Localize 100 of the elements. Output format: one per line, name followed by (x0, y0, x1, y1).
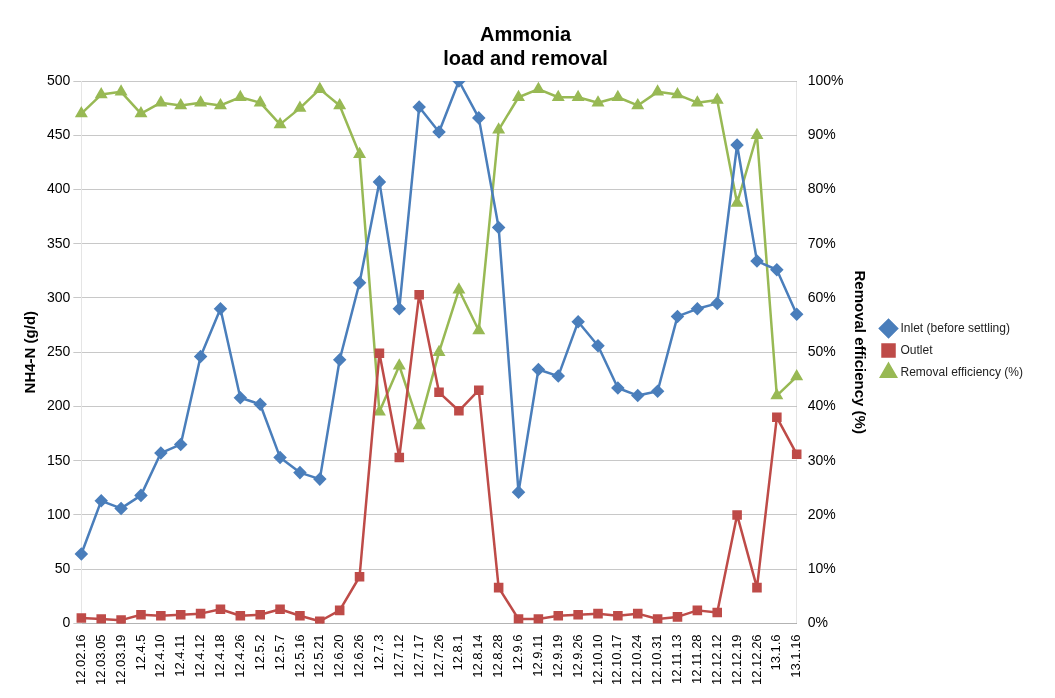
legend-label: Removal efficiency (%) (900, 364, 1023, 379)
point (632, 608, 643, 619)
x-tick-label: 12.7.12 (390, 634, 406, 678)
point (413, 419, 425, 430)
y2-tick-label: 100% (807, 71, 844, 88)
point (115, 85, 127, 96)
point (712, 607, 723, 618)
point (731, 196, 743, 207)
x-tick-label: 12.03.19 (112, 634, 128, 686)
x-tick-label: 13.1.16 (788, 634, 804, 678)
point (791, 370, 803, 381)
point (315, 616, 325, 624)
point (294, 101, 306, 112)
point (613, 611, 623, 621)
point (454, 405, 464, 416)
y2-tick-label: 60% (807, 288, 836, 305)
x-tick-label: 12.12.12 (708, 634, 724, 686)
y-tick-label: 100 (47, 505, 71, 522)
point (274, 118, 286, 129)
point (154, 446, 168, 460)
point (751, 128, 763, 139)
y-tick-label: 250 (47, 343, 71, 360)
point (472, 111, 486, 125)
point (313, 472, 327, 486)
y-tick-label: 300 (47, 288, 71, 305)
point (492, 221, 505, 234)
point (552, 369, 565, 383)
x-tick-label: 12.4.26 (231, 634, 247, 678)
point (75, 547, 88, 561)
point (175, 99, 187, 110)
x-tick-label: 12.6.26 (351, 634, 367, 678)
point (770, 263, 784, 276)
x-tick-label: 12.02.16 (72, 634, 88, 686)
point (393, 302, 406, 316)
point (772, 412, 782, 423)
y2-tick-label: 0% (807, 614, 828, 631)
y-axis-title: NH4-N (g/d) (21, 310, 39, 394)
y2-axis-title: Removal efficiency (%) (852, 270, 870, 434)
x-tick-label: 12.4.12 (192, 634, 208, 678)
x-tick-label: 12.7.26 (430, 634, 446, 678)
x-tick-label: 13.1.6 (768, 634, 784, 671)
point (134, 489, 148, 502)
y2-tick-label: 50% (807, 343, 836, 360)
x-tick-label: 12.10.10 (589, 634, 605, 686)
point (473, 324, 485, 335)
point (254, 96, 266, 107)
point (730, 138, 744, 152)
x-tick-label: 12.5.7 (271, 634, 287, 671)
point (95, 88, 107, 99)
point (136, 609, 146, 620)
point (691, 302, 704, 316)
point (94, 494, 108, 508)
point (710, 297, 724, 310)
point (571, 315, 585, 329)
y-tick-label: 200 (47, 397, 71, 414)
x-tick-label: 12.10.17 (609, 634, 625, 686)
point (354, 571, 365, 582)
x-tick-label: 12.9.26 (569, 634, 585, 678)
point (253, 398, 267, 411)
x-tick-label: 12.5.2 (251, 634, 267, 671)
x-tick-label: 12.4.10 (152, 634, 168, 678)
point (333, 353, 346, 367)
x-tick-label: 12.5.21 (311, 634, 327, 678)
y-tick-label: 500 (47, 71, 71, 88)
point (394, 452, 405, 463)
point (353, 147, 366, 158)
point (135, 107, 147, 118)
point (432, 125, 446, 139)
point (592, 96, 604, 107)
y-tick-label: 50 (54, 560, 71, 577)
point (373, 175, 386, 189)
point (652, 614, 663, 624)
point (174, 438, 187, 451)
point (235, 611, 246, 621)
x-tick-label: 12.6.20 (331, 634, 347, 678)
y2-tick-label: 90% (807, 126, 836, 143)
point (711, 93, 723, 104)
point (293, 466, 307, 479)
point (651, 385, 664, 398)
point (493, 123, 505, 134)
y-tick-label: 350 (47, 234, 71, 251)
x-tick-label: 12.03.05 (92, 634, 108, 686)
x-tick-label: 12.5.16 (291, 634, 307, 678)
point (632, 99, 644, 110)
point (553, 611, 564, 621)
point (533, 614, 544, 624)
y2-tick-label: 10% (807, 560, 836, 577)
point (790, 307, 803, 321)
x-tick-label: 12.11.13 (669, 634, 685, 685)
y2-tick-label: 70% (807, 234, 836, 251)
point (175, 609, 186, 620)
x-tick-label: 12.12.19 (728, 634, 744, 686)
x-tick-label: 12.8.28 (490, 634, 506, 678)
x-tick-label: 12.9.6 (510, 634, 526, 671)
point (672, 612, 683, 622)
legend-label: Outlet (900, 342, 934, 357)
legend-label: Inlet (before settling) (900, 320, 1010, 335)
point (96, 614, 107, 624)
x-tick-label: 12.4.5 (132, 634, 148, 671)
point (732, 510, 742, 520)
